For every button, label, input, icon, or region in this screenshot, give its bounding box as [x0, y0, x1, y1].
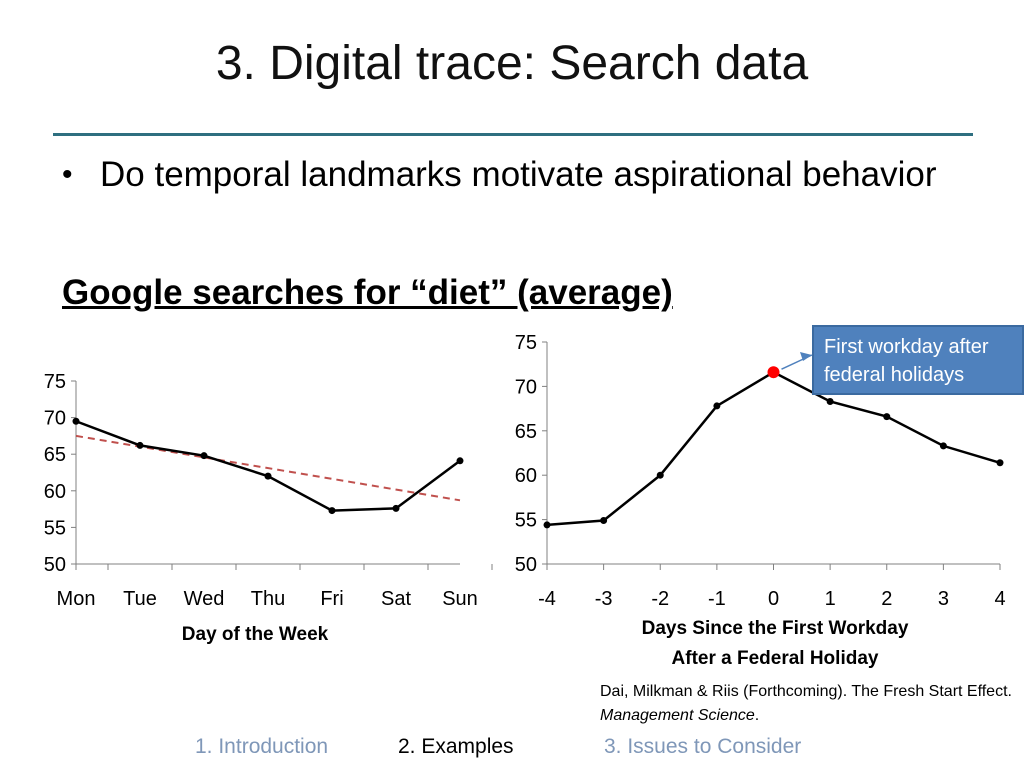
chart1-x-tick-label: Thu [251, 588, 285, 610]
chart1-data-point [200, 452, 208, 460]
chart1-data-point [264, 472, 272, 480]
nav-issues[interactable]: 3. Issues to Consider [604, 735, 802, 758]
chart2-data-point [826, 397, 834, 405]
chart1-data-point [72, 417, 80, 425]
chart2-data-point [656, 471, 664, 479]
chart2-y-tick-label: 60 [515, 465, 537, 487]
chart-subheading: Google searches for “diet” (average) [62, 273, 673, 312]
nav-introduction[interactable]: 1. Introduction [195, 735, 329, 758]
chart1-y-tick-label: 50 [44, 554, 66, 576]
title-divider [53, 133, 973, 136]
chart2-x-tick-label: -4 [538, 588, 556, 610]
citation-journal: Management Science [600, 707, 755, 724]
chart2-x-tick-label: -1 [708, 588, 726, 610]
chart1-x-tick-label: Sat [381, 588, 411, 610]
chart1-y-tick-label: 75 [44, 371, 66, 393]
chart1-y-tick-label: 60 [44, 481, 66, 503]
chart2-data-point [543, 521, 551, 529]
chart2-x-tick-label: -3 [595, 588, 613, 610]
chart2-y-tick-label: 70 [515, 376, 537, 398]
chart2-x-tick-label: 1 [825, 588, 836, 610]
chart2-x-tick-label: 4 [994, 588, 1005, 610]
chart2-y-tick-label: 75 [515, 332, 537, 354]
chart1-x-tick-label: Tue [123, 588, 157, 610]
holiday-callout: First workday after federal holidays [812, 325, 1024, 395]
chart1-x-tick-label: Mon [57, 588, 96, 610]
chart2-data-point [600, 516, 608, 524]
chart1-y-tick-label: 65 [44, 444, 66, 466]
chart2-data-point [883, 413, 891, 421]
chart2-data-point [939, 442, 947, 450]
chart2-data-point [713, 402, 721, 410]
chart2-x-tick-label: 2 [881, 588, 892, 610]
citation-authors: Dai, Milkman & Riis (Forthcoming). The F… [600, 683, 1012, 700]
chart1-data-point [456, 457, 464, 465]
chart1-x-axis-title: Day of the Week [182, 624, 329, 645]
bullet-icon: • [62, 158, 73, 191]
chart1-data-point [328, 507, 336, 515]
citation-end: . [754, 707, 760, 724]
chart2-y-tick-label: 65 [515, 421, 537, 443]
chart1-data-point [136, 441, 144, 449]
chart2-x-axis-title: After a Federal Holiday [672, 648, 879, 669]
chart2-callout-arrowhead [800, 352, 812, 361]
chart1-data-point [392, 504, 400, 512]
chart2-x-tick-label: 0 [768, 588, 779, 610]
chart2-x-tick-label: -2 [651, 588, 669, 610]
chart1-y-tick-label: 55 [44, 517, 66, 539]
bullet-text: Do temporal landmarks motivate aspiratio… [100, 155, 937, 194]
chart1-x-tick-label: Fri [320, 588, 343, 610]
chart2-y-tick-label: 55 [515, 510, 537, 532]
chart2-y-tick-label: 50 [515, 554, 537, 576]
chart2-highlight-point [767, 366, 780, 379]
chart2-series-line [546, 370, 1001, 527]
nav-examples[interactable]: 2. Examples [398, 735, 514, 758]
chart1-x-tick-label: Sun [442, 588, 478, 610]
chart2-data-point [996, 459, 1004, 467]
chart1-x-tick-label: Wed [184, 588, 225, 610]
slide-title: 3. Digital trace: Search data [215, 37, 809, 90]
chart2-x-axis-title: Days Since the First Workday [642, 618, 909, 639]
chart1-y-tick-label: 70 [44, 408, 66, 430]
citation: Dai, Milkman & Riis (Forthcoming). The F… [600, 680, 1020, 728]
chart2-x-tick-label: 3 [938, 588, 949, 610]
